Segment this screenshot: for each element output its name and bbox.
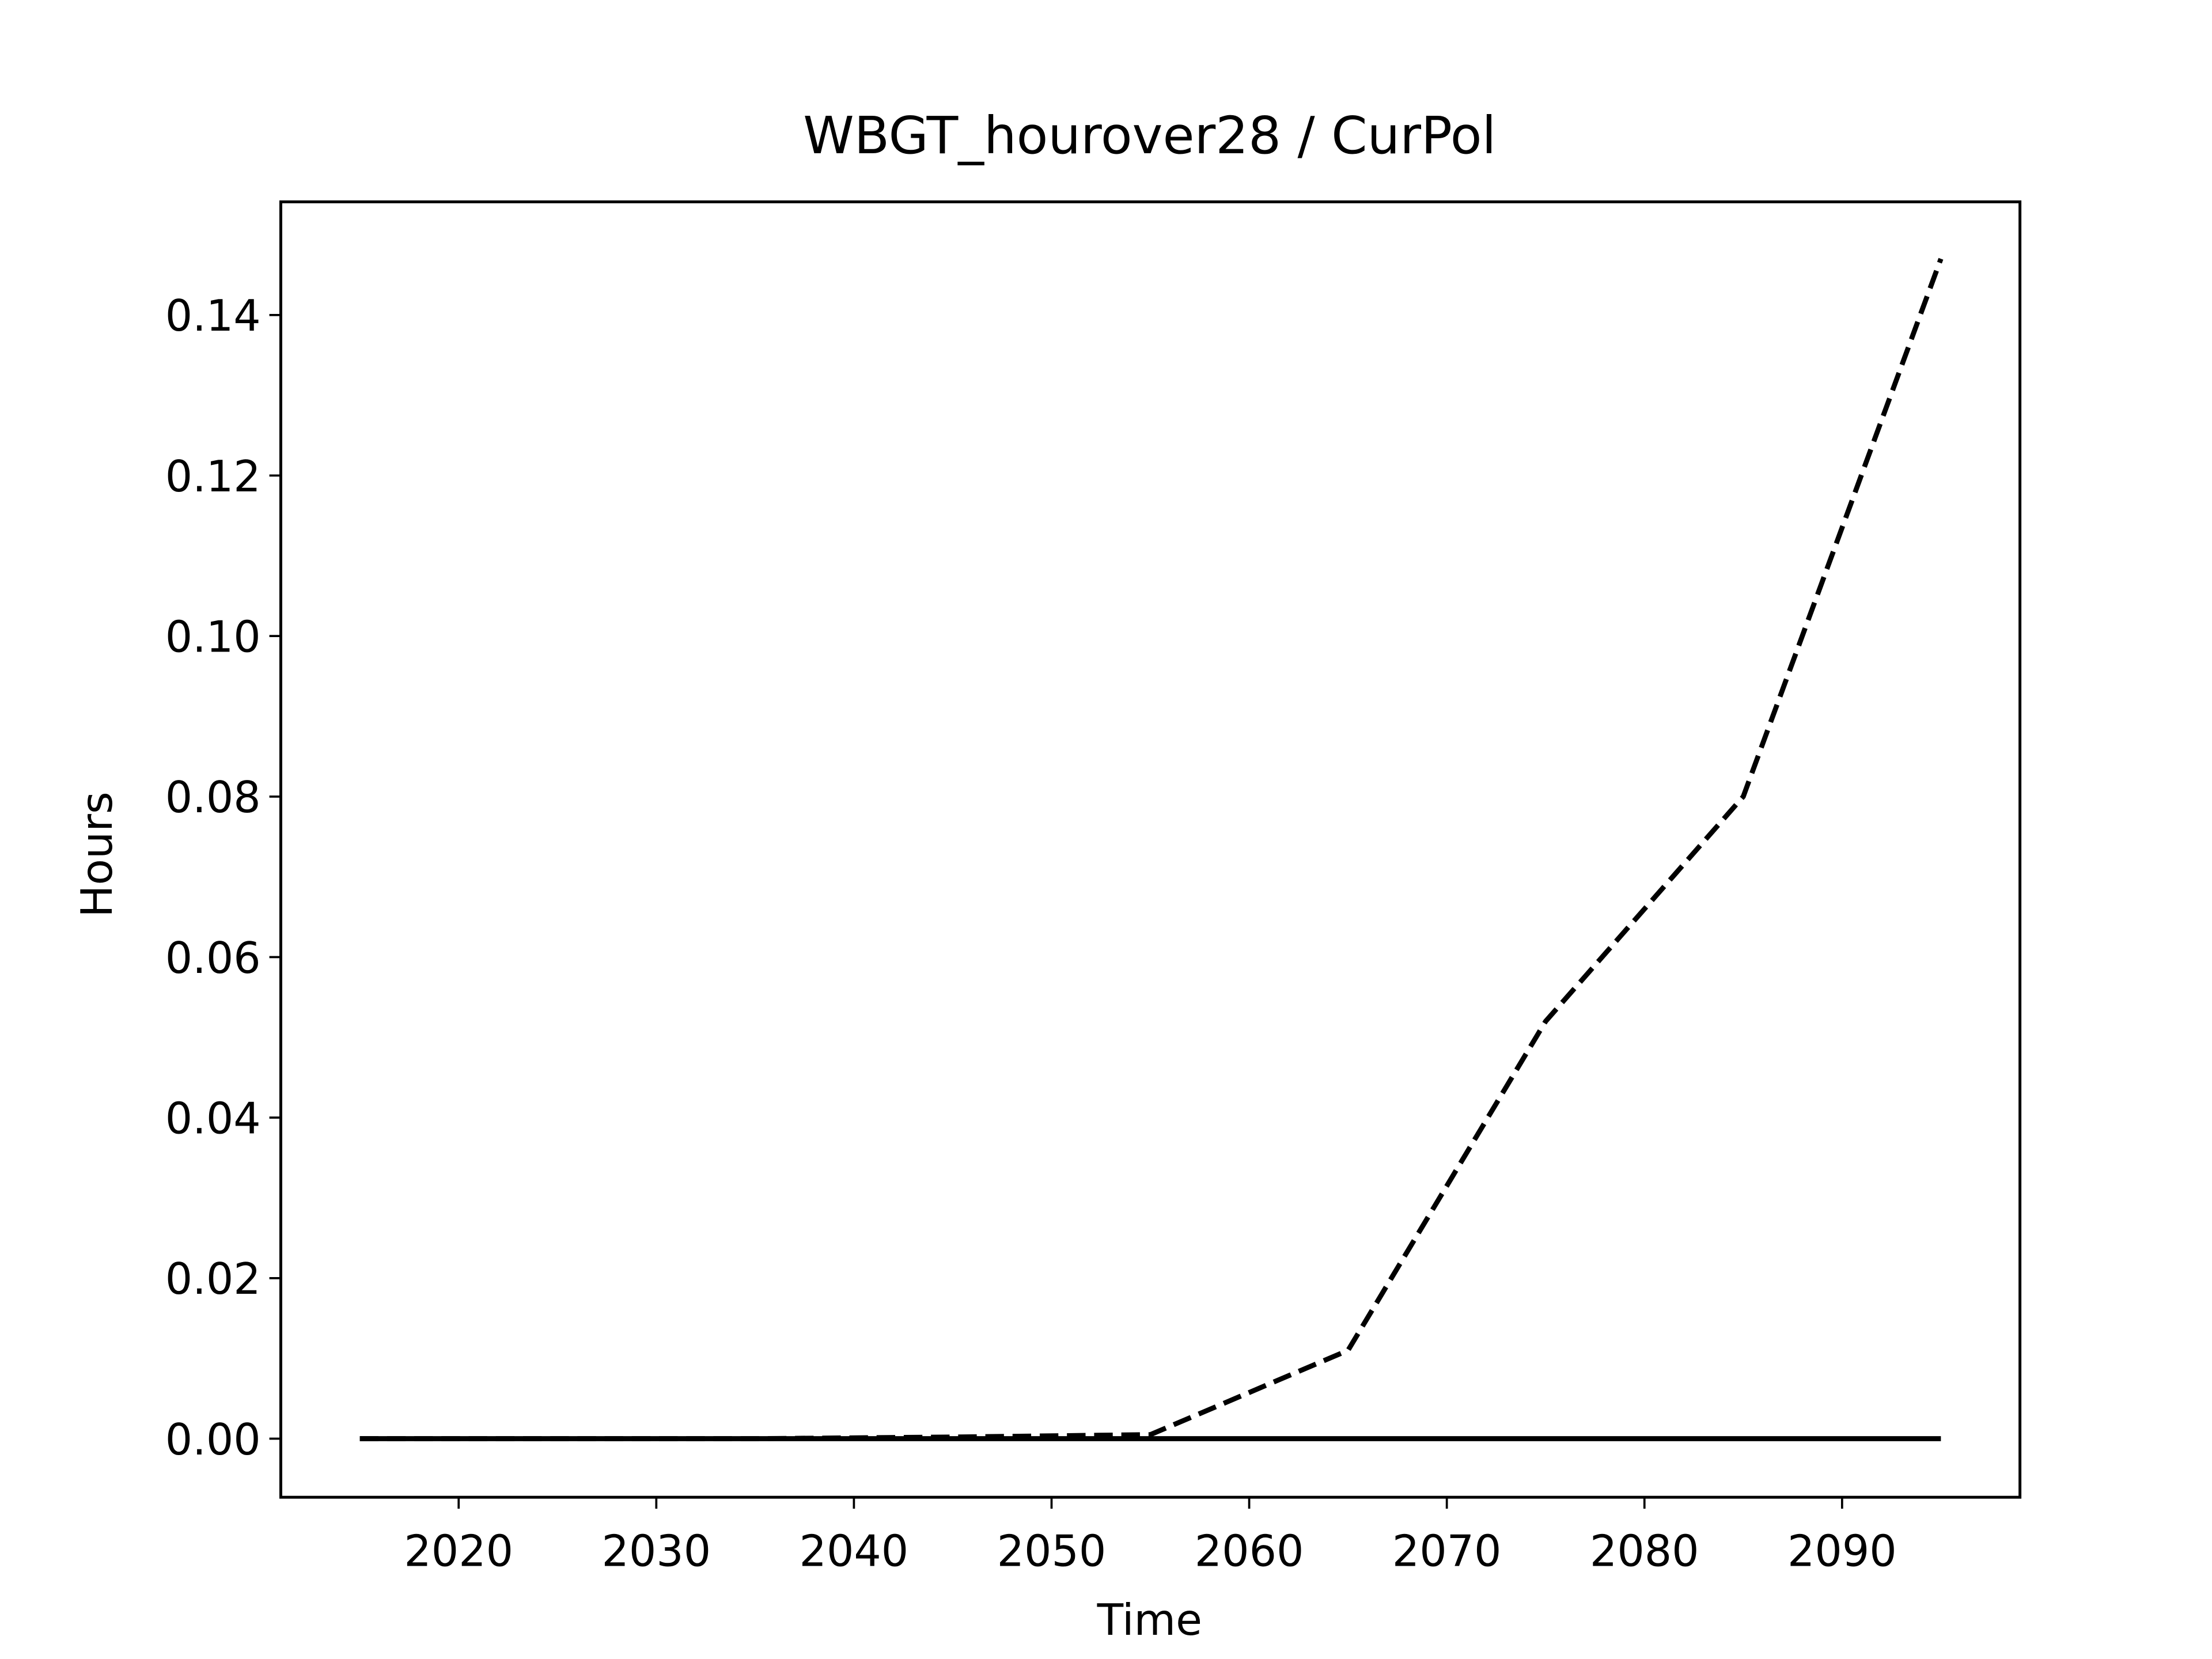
- x-tick-label: 2090: [1787, 1526, 1897, 1576]
- y-tick-label: 0.02: [165, 1254, 261, 1304]
- data-line: [359, 257, 1944, 1441]
- x-tick-label: 2060: [1195, 1526, 1304, 1576]
- x-tick-label: 2080: [1590, 1526, 1699, 1576]
- y-axis-label: Hours: [72, 791, 122, 917]
- x-tick-label: 2030: [601, 1526, 711, 1576]
- plot-frame: [279, 200, 2022, 1499]
- y-tick-label: 0.00: [165, 1415, 261, 1465]
- x-tick-label: 2020: [404, 1526, 513, 1576]
- x-tick-label: 2050: [997, 1526, 1107, 1576]
- y-tick-label: 0.08: [165, 772, 261, 823]
- y-tick-label: 0.12: [165, 452, 261, 502]
- y-tick-label: 0.06: [165, 933, 261, 983]
- chart-title: WBGT_hourover28 / CurPol: [803, 106, 1496, 166]
- y-tick-label: 0.04: [165, 1093, 261, 1143]
- x-tick-label: 2040: [800, 1526, 909, 1576]
- x-axis-label: Time: [1097, 1595, 1202, 1645]
- y-tick-label: 0.14: [165, 291, 261, 341]
- y-tick-label: 0.10: [165, 612, 261, 662]
- x-tick-label: 2070: [1392, 1526, 1502, 1576]
